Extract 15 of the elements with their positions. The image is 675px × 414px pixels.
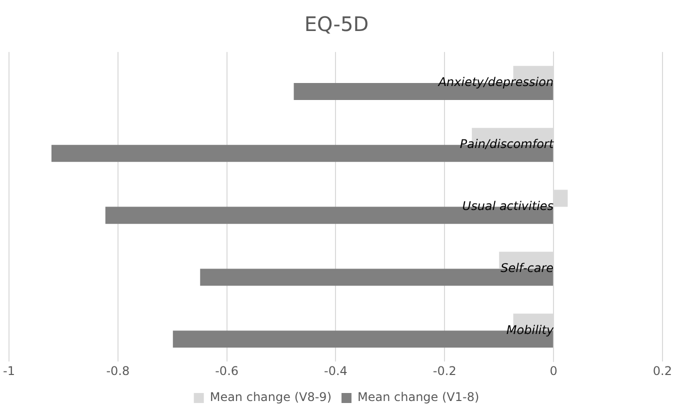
x-tick-label: -1 <box>3 364 15 378</box>
x-tick-label: -0.6 <box>215 364 239 378</box>
x-tick-label: -0.2 <box>432 364 456 378</box>
y-tick-label: Self-care <box>500 260 554 275</box>
y-tick-label: Usual activities <box>462 198 554 213</box>
y-tick-label: Anxiety/depression <box>437 75 554 90</box>
x-tick-label: 0 <box>550 364 558 378</box>
x-tick-label: -0.4 <box>324 364 348 378</box>
chart-title: EQ-5D <box>304 12 369 36</box>
x-tick-label: -0.8 <box>106 364 130 378</box>
x-tick-label: 0.2 <box>652 364 672 378</box>
legend-label: Mean change (V1-8) <box>358 390 480 404</box>
legend-label: Mean change (V8-9) <box>210 390 332 404</box>
y-tick-label: Mobility <box>506 322 554 337</box>
y-tick-label: Pain/discomfort <box>460 137 555 152</box>
